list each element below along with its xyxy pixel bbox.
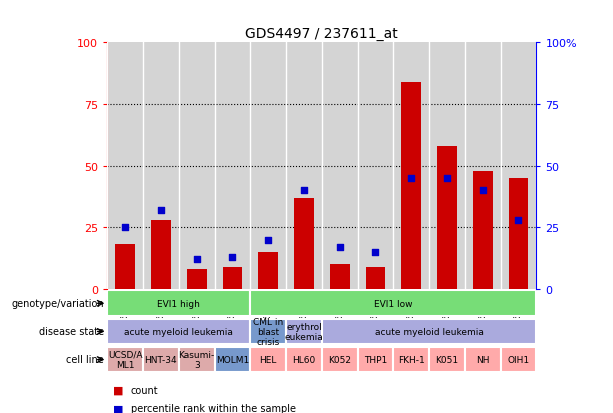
Bar xyxy=(107,291,250,316)
Text: cell line: cell line xyxy=(66,354,104,364)
Bar xyxy=(179,347,215,373)
Bar xyxy=(365,267,386,289)
Point xyxy=(120,224,130,231)
Bar xyxy=(402,83,421,289)
Title: GDS4497 / 237611_at: GDS4497 / 237611_at xyxy=(245,27,398,41)
Point xyxy=(478,188,488,194)
Bar xyxy=(286,319,322,344)
Bar xyxy=(509,178,528,289)
Text: OIH1: OIH1 xyxy=(508,355,530,364)
Text: HL60: HL60 xyxy=(292,355,316,364)
Text: acute myeloid leukemia: acute myeloid leukemia xyxy=(375,327,484,336)
Point xyxy=(264,237,273,243)
Bar xyxy=(187,269,207,289)
Bar xyxy=(322,347,357,373)
Bar xyxy=(465,347,501,373)
Bar xyxy=(250,347,286,373)
Bar xyxy=(215,347,250,373)
Point xyxy=(514,217,524,223)
Text: HNT-34: HNT-34 xyxy=(145,355,177,364)
Bar xyxy=(501,347,536,373)
Bar xyxy=(286,347,322,373)
Point xyxy=(370,249,380,256)
Bar xyxy=(294,198,314,289)
Bar xyxy=(322,319,536,344)
Text: THP1: THP1 xyxy=(364,355,387,364)
Bar xyxy=(258,252,278,289)
Bar xyxy=(107,319,250,344)
Point xyxy=(227,254,237,261)
Bar xyxy=(115,245,135,289)
Bar xyxy=(143,347,179,373)
Bar xyxy=(429,347,465,373)
Text: count: count xyxy=(131,385,158,395)
Text: K051: K051 xyxy=(435,355,459,364)
Bar xyxy=(357,347,394,373)
Bar xyxy=(473,171,493,289)
Text: MOLM1: MOLM1 xyxy=(216,355,249,364)
Text: percentile rank within the sample: percentile rank within the sample xyxy=(131,404,295,413)
Point xyxy=(192,256,202,263)
Text: ■: ■ xyxy=(113,404,124,413)
Text: UCSD/A
ML1: UCSD/A ML1 xyxy=(108,350,142,369)
Text: K052: K052 xyxy=(328,355,351,364)
Text: EVI1 high: EVI1 high xyxy=(158,299,200,308)
Text: HEL: HEL xyxy=(259,355,277,364)
Bar xyxy=(151,220,171,289)
Point xyxy=(299,188,309,194)
Text: EVI1 low: EVI1 low xyxy=(374,299,413,308)
Point xyxy=(406,175,416,182)
Text: Kasumi-
3: Kasumi- 3 xyxy=(178,350,215,369)
Bar xyxy=(330,265,349,289)
Text: NH: NH xyxy=(476,355,490,364)
Text: ■: ■ xyxy=(113,385,124,395)
Text: acute myeloid leukemia: acute myeloid leukemia xyxy=(124,327,233,336)
Point xyxy=(335,244,345,251)
Point xyxy=(156,207,166,214)
Bar xyxy=(394,347,429,373)
Text: CML in
blast
crisis: CML in blast crisis xyxy=(253,317,283,347)
Bar xyxy=(250,319,286,344)
Text: genotype/variation: genotype/variation xyxy=(12,298,104,308)
Text: disease state: disease state xyxy=(39,326,104,336)
Bar xyxy=(107,347,143,373)
Text: FKH-1: FKH-1 xyxy=(398,355,425,364)
Text: erythrol
eukemia: erythrol eukemia xyxy=(284,322,323,341)
Bar xyxy=(250,291,536,316)
Bar xyxy=(223,267,242,289)
Bar xyxy=(437,147,457,289)
Point xyxy=(442,175,452,182)
